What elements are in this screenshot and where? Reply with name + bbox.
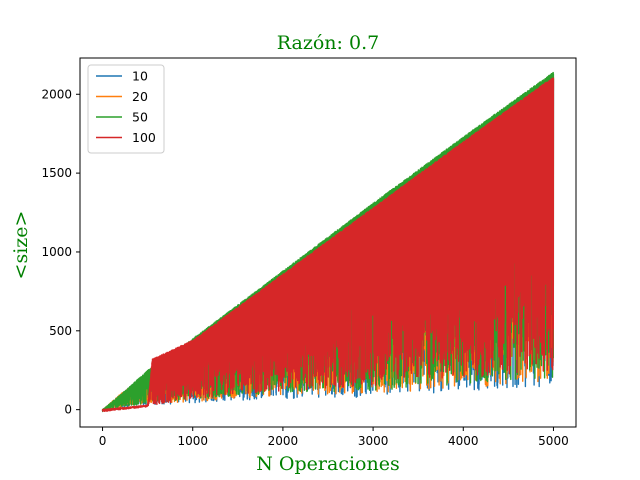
chart-title: Razón: 0.7: [277, 32, 379, 54]
axes-layer: 0 1000 2000 3000 4000 5000 0 500 1000 1500 2000: [41, 87, 568, 448]
y-tick-label-1000: 1000: [41, 245, 72, 259]
x-tick-label-4000: 4000: [448, 434, 479, 448]
x-tick-label-3000: 3000: [358, 434, 389, 448]
legend-label-10: 10: [132, 69, 148, 84]
legend-box: [87, 64, 165, 154]
x-tick-label-2000: 2000: [268, 434, 299, 448]
y-axis-title: <size>: [10, 211, 32, 280]
series-line-100: [101, 77, 555, 412]
legend-label-100: 100: [132, 130, 156, 145]
series-layer: [101, 71, 555, 413]
y-tick-label-1500: 1500: [41, 166, 72, 180]
x-tick-label-5000: 5000: [538, 434, 569, 448]
x-axis-title: N Operaciones: [256, 453, 399, 475]
legend: 10 20 50 100: [87, 64, 165, 154]
y-tick-label-500: 500: [49, 324, 72, 338]
plot-frame: [79, 57, 577, 428]
y-tick-label-2000: 2000: [41, 87, 72, 101]
x-tick-label-0: 0: [99, 434, 107, 448]
x-tick-label-1000: 1000: [177, 434, 208, 448]
legend-label-20: 20: [132, 89, 148, 104]
legend-label-50: 50: [132, 110, 148, 125]
y-tick-label-0: 0: [64, 403, 72, 417]
